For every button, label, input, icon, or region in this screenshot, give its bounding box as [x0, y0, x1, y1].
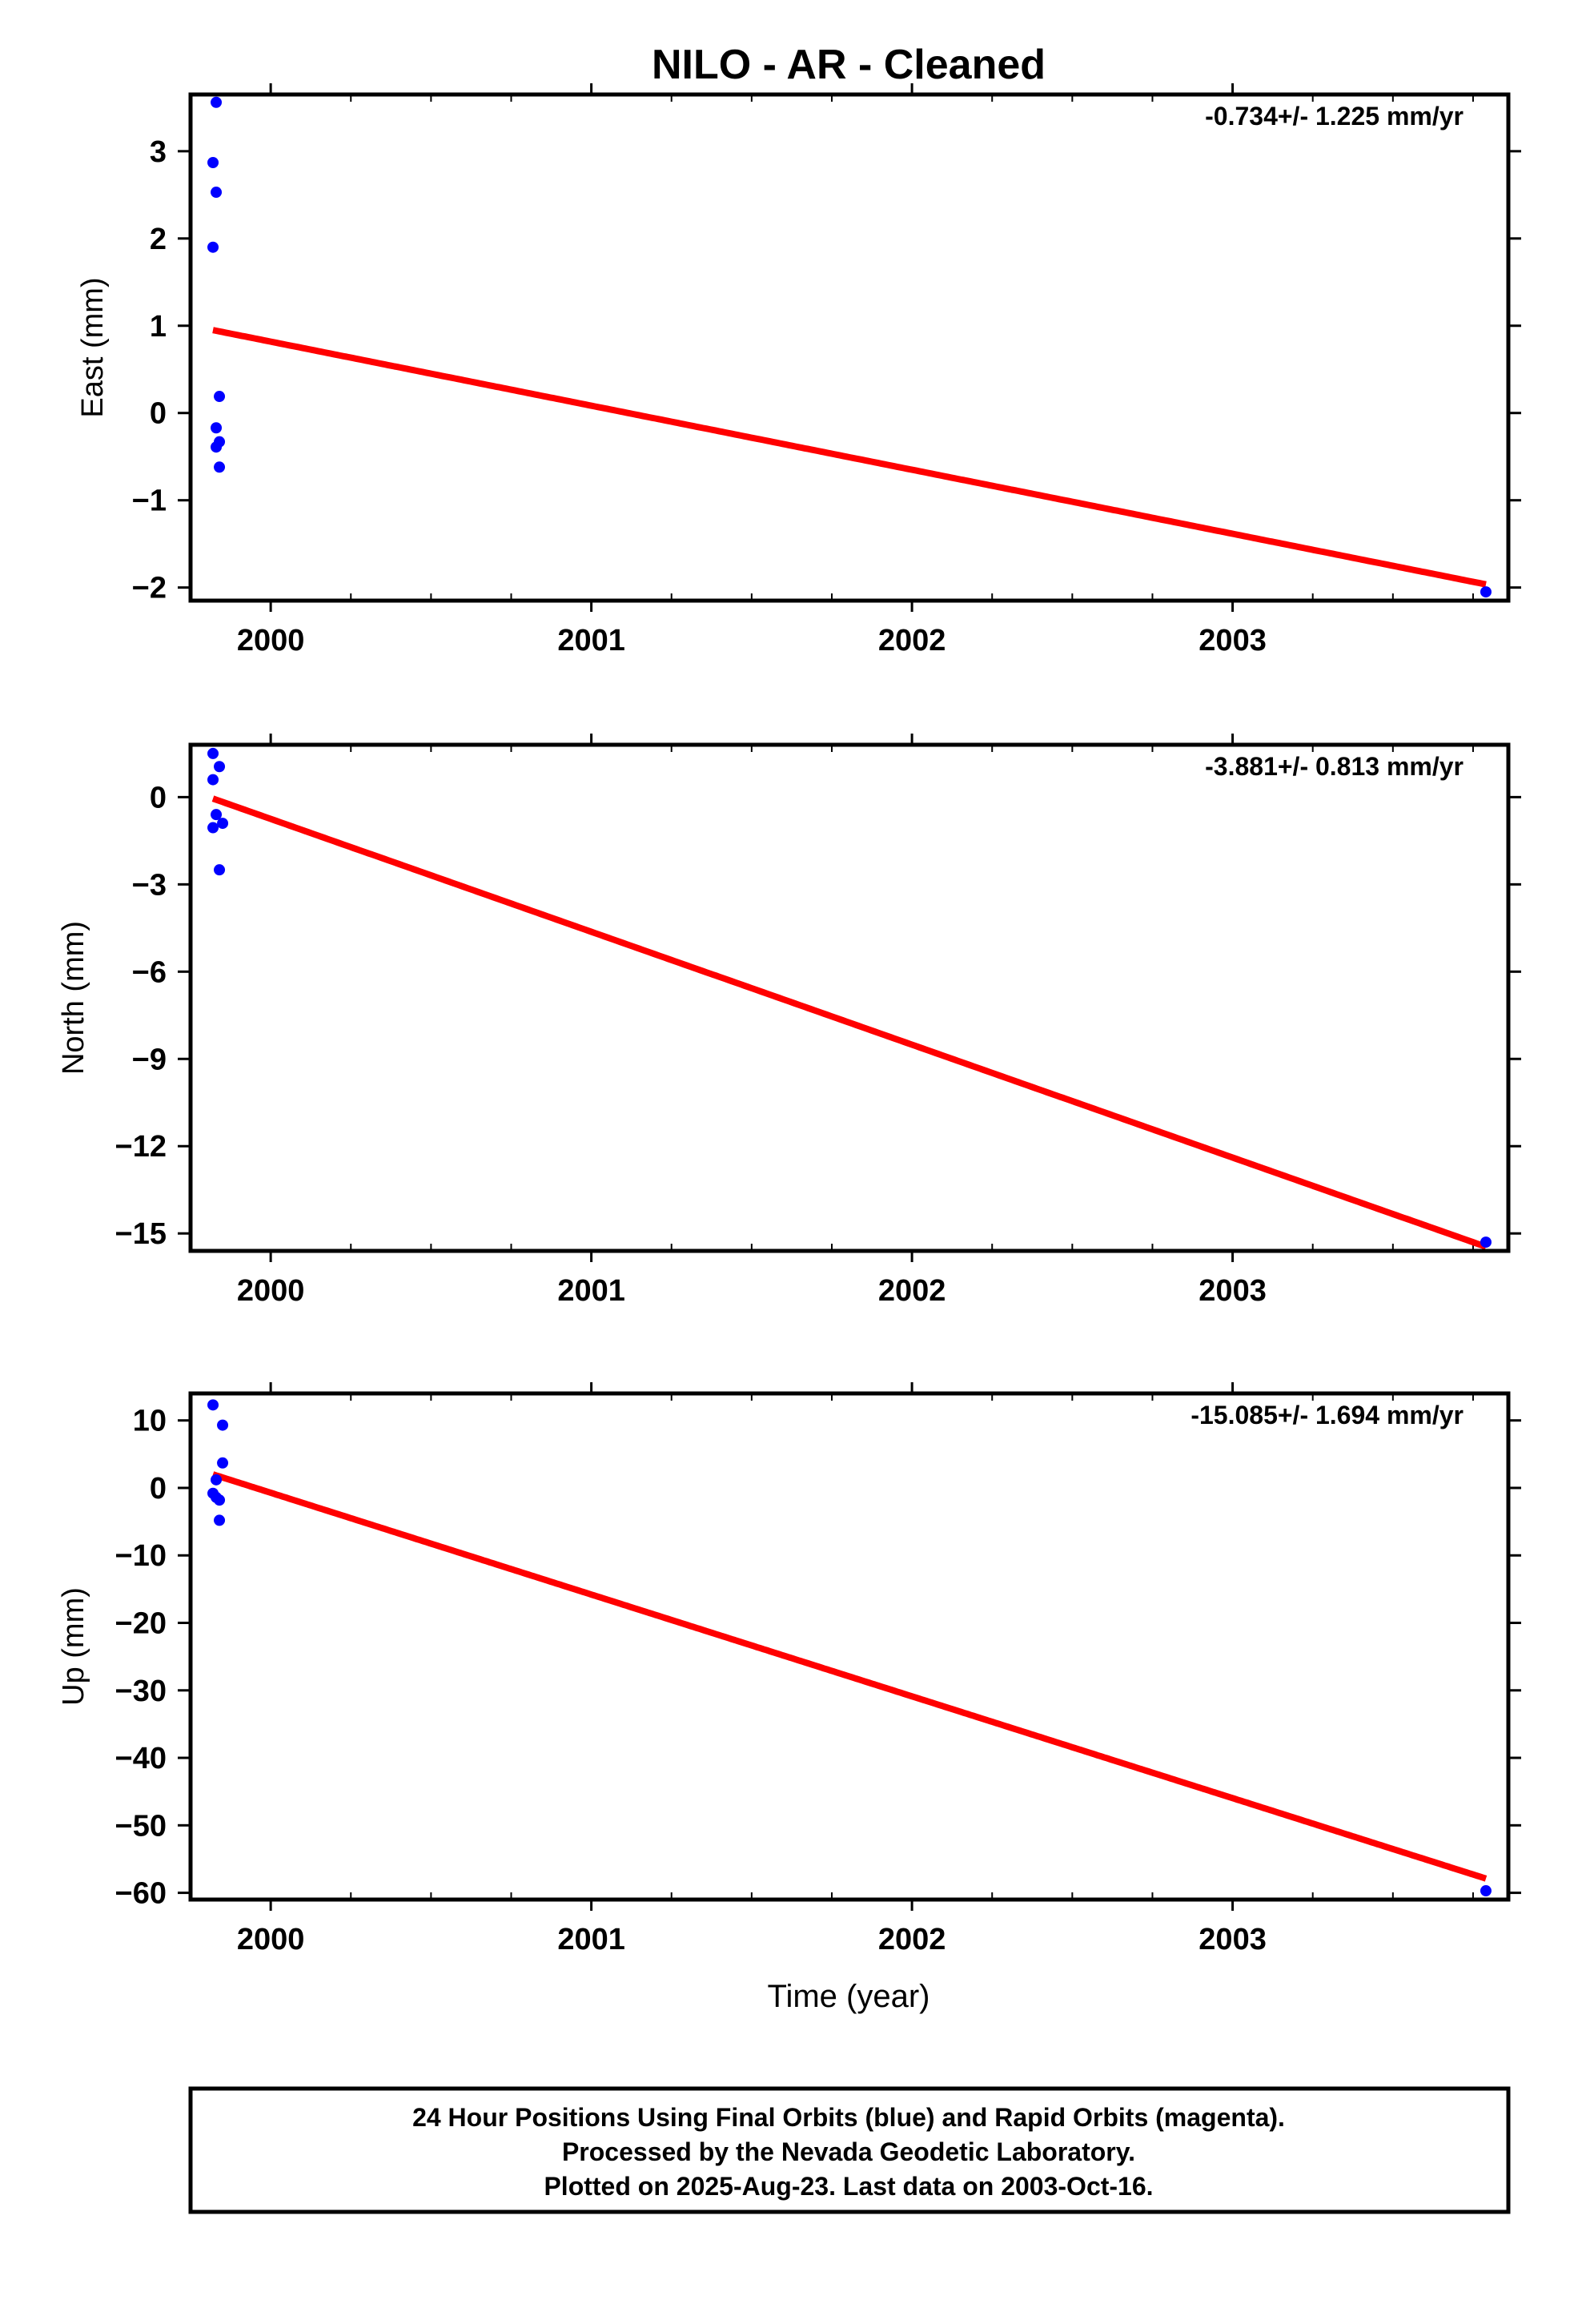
x-axis-label: Time (year)	[768, 1979, 930, 2014]
rate-label: -0.734+/- 1.225 mm/yr	[1205, 102, 1464, 131]
panel-up: 2000 2001 2002 2003 −60 −50 −40 −30 −20 −10 0 10 -15…	[57, 1382, 1521, 1956]
data-point	[1480, 586, 1492, 598]
data-point	[211, 422, 223, 434]
y-tick-label: −50	[115, 1809, 167, 1843]
footer-box: 24 Hour Positions Using Final Orbits (bl…	[188, 2086, 1511, 2214]
data-point	[214, 864, 226, 876]
y-tick-label: −1	[132, 485, 167, 518]
model-fit-line	[211, 795, 1488, 1250]
data-point	[211, 187, 223, 199]
model-fit-line	[211, 1471, 1488, 1882]
x-tick-label: 2003	[1199, 624, 1267, 657]
data-point	[214, 461, 226, 473]
x-tick-label: 2002	[878, 1923, 946, 1956]
data-point	[207, 774, 219, 786]
y-axis-label: Up (mm)	[57, 1587, 90, 1706]
y-tick-label: 0	[150, 397, 167, 431]
y-tick-label: −20	[115, 1607, 167, 1641]
plot-frame	[188, 92, 1511, 603]
y-axis-label: North (mm)	[57, 921, 90, 1075]
y-tick-label: 0	[150, 1472, 167, 1506]
data-point	[207, 241, 219, 253]
y-tick-label: 2	[150, 223, 167, 256]
panel-east: 2000 2001 2002 2003 −2 −1 0 1 2 3 -0.734+/- 1.225 …	[76, 83, 1521, 657]
data-point	[211, 441, 223, 453]
data-point	[211, 96, 223, 108]
x-tick-label: 2000	[237, 1923, 305, 1956]
footer-line-1: 24 Hour Positions Using Final Orbits (bl…	[412, 2103, 1285, 2132]
x-tick-label: 2002	[878, 1274, 946, 1308]
x-tick-label: 2001	[557, 1923, 625, 1956]
x-tick-label: 2002	[878, 624, 946, 657]
data-point	[211, 1474, 223, 1486]
y-tick-label: −15	[115, 1217, 167, 1251]
data-point	[214, 1514, 226, 1526]
y-axis-label: East (mm)	[76, 277, 110, 417]
data-point	[217, 1457, 229, 1469]
plot-frame	[188, 742, 1511, 1253]
plot-frame	[188, 1391, 1511, 1902]
y-tick-label: −3	[132, 868, 167, 902]
y-tick-label: −12	[115, 1130, 167, 1164]
footer-line-2: Processed by the Nevada Geodetic Laborat…	[562, 2137, 1135, 2166]
footer-line-3: Plotted on 2025-Aug-23. Last data on 200…	[544, 2172, 1153, 2201]
x-tick-label: 2000	[237, 1274, 305, 1308]
y-tick-label: 0	[150, 781, 167, 814]
y-tick-label: 10	[133, 1405, 167, 1438]
y-tick-label: −6	[132, 955, 167, 989]
y-tick-label: −30	[115, 1675, 167, 1708]
y-tick-label: −10	[115, 1539, 167, 1573]
data-point	[207, 156, 219, 168]
rate-label: -3.881+/- 0.813 mm/yr	[1205, 752, 1464, 781]
data-point	[207, 747, 219, 759]
data-point	[214, 761, 226, 773]
x-tick-label: 2001	[557, 624, 625, 657]
y-tick-label: 1	[150, 310, 167, 344]
data-point	[217, 1419, 229, 1431]
y-tick-label: −2	[132, 572, 167, 605]
figure-title: NILO - AR - Cleaned	[652, 42, 1046, 88]
data-point	[214, 1494, 226, 1506]
y-tick-label: −9	[132, 1043, 167, 1076]
rate-label: -15.085+/- 1.694 mm/yr	[1191, 1401, 1464, 1429]
x-tick-label: 2001	[557, 1274, 625, 1308]
data-point	[207, 1399, 219, 1411]
panel-north: 2000 2001 2002 2003 −15 −12 −9 −6 −3 0 -3.881+/- 0…	[57, 734, 1521, 1308]
data-point	[1480, 1236, 1492, 1248]
y-tick-label: 3	[150, 135, 167, 169]
data-point	[217, 818, 229, 830]
footer-border	[188, 2086, 1511, 2214]
y-tick-label: −40	[115, 1742, 167, 1775]
y-tick-label: −60	[115, 1877, 167, 1911]
data-point	[1480, 1885, 1492, 1897]
data-point	[211, 809, 223, 821]
x-tick-label: 2003	[1199, 1923, 1267, 1956]
x-tick-label: 2000	[237, 624, 305, 657]
data-point	[214, 391, 226, 403]
data-point	[207, 822, 219, 834]
x-tick-label: 2003	[1199, 1274, 1267, 1308]
model-fit-line	[212, 327, 1487, 588]
